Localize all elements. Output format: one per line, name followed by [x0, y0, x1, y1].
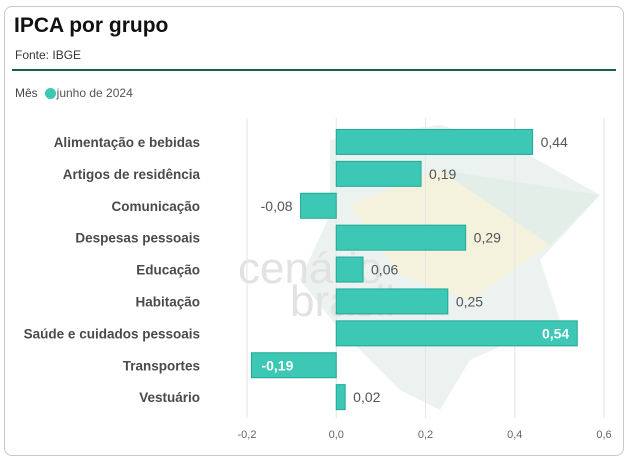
category-label: Habitação	[135, 294, 200, 309]
bar[interactable]	[335, 288, 449, 315]
title-divider	[12, 69, 616, 71]
data-label: 0,02	[353, 389, 380, 405]
data-label: 0,06	[371, 262, 398, 278]
bar[interactable]	[335, 160, 422, 187]
x-tick-label: 0,0	[329, 429, 344, 441]
data-label: 0,29	[474, 230, 501, 246]
chart-title: IPCA por grupo	[14, 14, 169, 37]
legend-title: Mês	[15, 86, 38, 100]
category-label: Comunicação	[111, 199, 200, 214]
category-label: Vestuário	[139, 390, 200, 405]
category-label: Educação	[136, 263, 200, 278]
data-label: -0,08	[261, 198, 293, 214]
legend-marker	[44, 87, 56, 99]
bar[interactable]	[335, 384, 346, 411]
data-label: -0,19	[261, 357, 293, 373]
data-label: 0,19	[429, 166, 456, 182]
data-label: 0,54	[542, 325, 569, 341]
bar[interactable]	[335, 320, 578, 347]
data-label: 0,25	[456, 293, 483, 309]
category-label: Alimentação e bebidas	[54, 135, 200, 150]
legend[interactable]: Mês junho de 2024	[15, 86, 133, 100]
x-tick-label: 0,4	[507, 429, 522, 441]
source-note: Fonte: IBGE	[15, 48, 82, 62]
bar[interactable]	[300, 192, 337, 219]
category-label: Artigos de residência	[63, 167, 201, 182]
category-label: Saúde e cuidados pessoais	[24, 326, 200, 341]
data-label: 0,44	[541, 134, 568, 150]
bar[interactable]	[250, 352, 337, 379]
bar[interactable]	[335, 224, 467, 251]
bar[interactable]	[335, 128, 534, 155]
bar[interactable]	[335, 256, 364, 283]
x-tick-label: -0,2	[238, 429, 257, 441]
x-tick-label: 0,2	[418, 429, 433, 441]
category-label: Despesas pessoais	[75, 231, 200, 246]
legend-series-label[interactable]: junho de 2024	[56, 86, 133, 100]
category-label: Transportes	[123, 358, 200, 373]
x-tick-label: 0,6	[596, 429, 611, 441]
